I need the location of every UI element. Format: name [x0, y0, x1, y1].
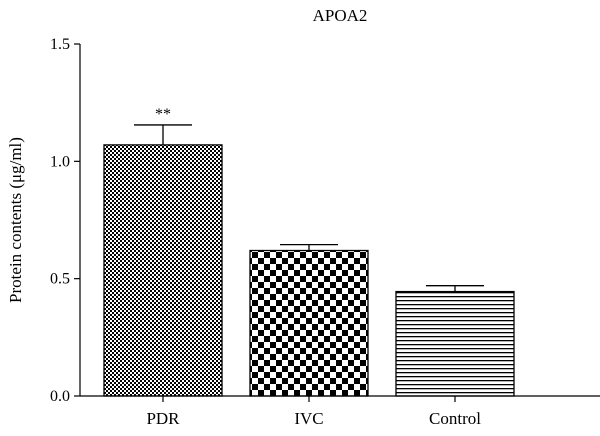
y-tick-label: 1.5	[50, 36, 70, 53]
chart-title: APOA2	[313, 6, 368, 25]
y-tick-label: 0.0	[50, 388, 70, 405]
y-tick-label: 0.5	[50, 271, 70, 288]
x-tick-label: PDR	[146, 409, 180, 428]
bar-control	[395, 290, 515, 397]
plot-area: **	[103, 106, 515, 397]
bar-ivc	[249, 249, 369, 397]
y-tick-label: 1.0	[50, 153, 70, 170]
x-tick-label: Control	[429, 409, 481, 428]
bar-pdr	[103, 144, 223, 397]
x-tick-label: IVC	[294, 409, 323, 428]
significance-marker: **	[155, 106, 171, 123]
y-axis-label: Protein contents (μg/ml)	[6, 137, 25, 303]
